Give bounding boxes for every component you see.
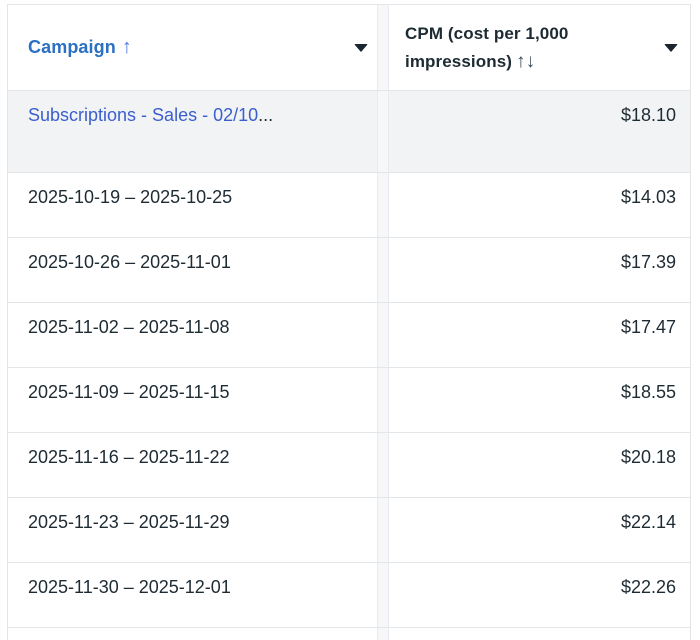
campaign-header-label: Campaign ↑ bbox=[28, 36, 132, 59]
cpm-cell-value: $18.55 bbox=[620, 382, 676, 402]
table-row: 2025-10-19 – 2025-10-25 $14.03 bbox=[7, 173, 691, 238]
cpm-cell: $18.10 bbox=[388, 91, 691, 172]
table-row: 2025-11-30 – 2025-12-01 $22.26 bbox=[7, 563, 691, 628]
cpm-cell: $17.47 bbox=[388, 303, 691, 367]
campaign-cell: 2025-11-23 – 2025-11-29 bbox=[7, 498, 378, 562]
campaign-cell-text: 2025-10-26 – 2025-11-01 bbox=[28, 252, 231, 272]
campaign-cell: 2025-11-09 – 2025-11-15 bbox=[7, 368, 378, 432]
truncation-ellipsis: ... bbox=[258, 105, 274, 125]
campaign-cell-text: 2025-10-19 – 2025-10-25 bbox=[28, 187, 233, 207]
cpm-header-label: CPM (cost per 1,000 impressions) ↑↓ bbox=[405, 20, 653, 76]
table-header-row: Campaign ↑ CPM (cost per 1,000 impression… bbox=[7, 5, 691, 91]
cpm-column-header[interactable]: CPM (cost per 1,000 impressions) ↑↓ bbox=[388, 5, 691, 90]
cpm-header-text: CPM (cost per 1,000 impressions) bbox=[405, 23, 569, 71]
cpm-cell: $18.55 bbox=[388, 368, 691, 432]
campaign-column-header[interactable]: Campaign ↑ bbox=[7, 5, 378, 90]
campaign-cell: Subscriptions - Sales - 02/10... bbox=[7, 91, 378, 172]
campaign-column-dropdown-caret-icon[interactable] bbox=[354, 43, 368, 52]
sort-both-icon: ↑↓ bbox=[516, 50, 536, 72]
campaign-cell-text: 2025-11-30 – 2025-12-01 bbox=[28, 577, 231, 597]
cpm-cell: $22.14 bbox=[388, 498, 691, 562]
partial-campaign-cell bbox=[7, 628, 378, 640]
campaign-metrics-table: Campaign ↑ CPM (cost per 1,000 impression… bbox=[7, 4, 691, 640]
table-row: 2025-11-02 – 2025-11-08 $17.47 bbox=[7, 303, 691, 368]
campaign-cell-text: Subscriptions - Sales - 02/10... bbox=[8, 91, 377, 126]
campaign-cell: 2025-11-30 – 2025-12-01 bbox=[7, 563, 378, 627]
table-row: 2025-11-09 – 2025-11-15 $18.55 bbox=[7, 368, 691, 433]
campaign-cell-text: 2025-11-09 – 2025-11-15 bbox=[28, 382, 230, 402]
cpm-cell: $22.26 bbox=[388, 563, 691, 627]
cpm-cell: $20.18 bbox=[388, 433, 691, 497]
campaign-cell-text: 2025-11-16 – 2025-11-22 bbox=[28, 447, 230, 467]
cpm-cell-value: $22.26 bbox=[620, 577, 676, 597]
partial-cpm-cell bbox=[388, 628, 691, 640]
sort-ascending-icon: ↑ bbox=[121, 36, 132, 58]
campaign-header-text: Campaign bbox=[28, 37, 116, 57]
column-gutter bbox=[378, 433, 388, 497]
campaign-link[interactable]: Subscriptions - Sales - 02/10 bbox=[28, 105, 259, 125]
campaign-cell: 2025-11-16 – 2025-11-22 bbox=[7, 433, 378, 497]
campaign-cell: 2025-11-02 – 2025-11-08 bbox=[7, 303, 378, 367]
cpm-cell-value: $17.47 bbox=[620, 317, 676, 337]
table-row: 2025-11-23 – 2025-11-29 $22.14 bbox=[7, 498, 691, 563]
cpm-cell: $17.39 bbox=[388, 238, 691, 302]
cpm-column-dropdown-caret-icon[interactable] bbox=[664, 43, 678, 52]
column-gutter bbox=[378, 91, 388, 172]
table-row: Subscriptions - Sales - 02/10... $18.10 bbox=[7, 91, 691, 173]
column-gutter bbox=[378, 173, 388, 237]
column-gutter bbox=[378, 303, 388, 367]
cpm-cell-value: $18.10 bbox=[620, 105, 676, 125]
cpm-cell-value: $20.18 bbox=[620, 447, 676, 467]
cpm-cell-value: $17.39 bbox=[620, 252, 676, 272]
campaign-cell-text: 2025-11-23 – 2025-11-29 bbox=[28, 512, 230, 532]
cpm-cell-value: $14.03 bbox=[620, 187, 676, 207]
column-gutter bbox=[378, 5, 388, 90]
column-gutter bbox=[378, 628, 388, 640]
campaign-cell-text: 2025-11-02 – 2025-11-08 bbox=[28, 317, 230, 337]
cpm-cell-value: $22.14 bbox=[620, 512, 676, 532]
column-gutter bbox=[378, 368, 388, 432]
campaign-cell: 2025-10-19 – 2025-10-25 bbox=[7, 173, 378, 237]
column-gutter bbox=[378, 238, 388, 302]
table-row: 2025-10-26 – 2025-11-01 $17.39 bbox=[7, 238, 691, 303]
table-row: 2025-11-16 – 2025-11-22 $20.18 bbox=[7, 433, 691, 498]
table-body: Subscriptions - Sales - 02/10... $18.10 … bbox=[7, 91, 691, 628]
column-gutter bbox=[378, 563, 388, 627]
cpm-cell: $14.03 bbox=[388, 173, 691, 237]
campaign-cell: 2025-10-26 – 2025-11-01 bbox=[7, 238, 378, 302]
partial-row bbox=[7, 628, 691, 640]
column-gutter bbox=[378, 498, 388, 562]
